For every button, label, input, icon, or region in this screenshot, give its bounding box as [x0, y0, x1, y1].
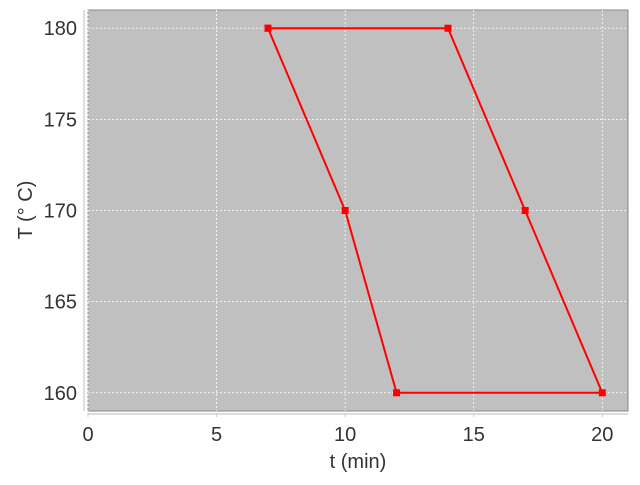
y-tick-label: 180: [44, 18, 77, 40]
y-tick-label: 160: [44, 383, 77, 405]
data-point: [393, 389, 401, 397]
x-tick-label: 5: [211, 424, 222, 446]
data-point: [444, 24, 452, 32]
y-tick-label: 170: [44, 201, 77, 223]
y-tick-label: 175: [44, 109, 77, 131]
x-tick-label: 20: [591, 424, 613, 446]
data-point: [264, 24, 272, 32]
x-axis-label: t (min): [330, 451, 387, 473]
x-tick-label: 0: [82, 424, 93, 446]
data-point: [598, 389, 606, 397]
x-tick-label: 15: [463, 424, 485, 446]
series: [264, 24, 606, 397]
y-tick-label: 165: [44, 292, 77, 314]
ticks: 0 5 10 15 20 160 165 170 175 180: [44, 18, 614, 446]
y-axis-label: T (° C): [15, 181, 37, 240]
x-tick-label: 10: [334, 424, 356, 446]
data-point: [341, 207, 349, 214]
data-point: [521, 207, 529, 214]
axes: [83, 10, 628, 415]
